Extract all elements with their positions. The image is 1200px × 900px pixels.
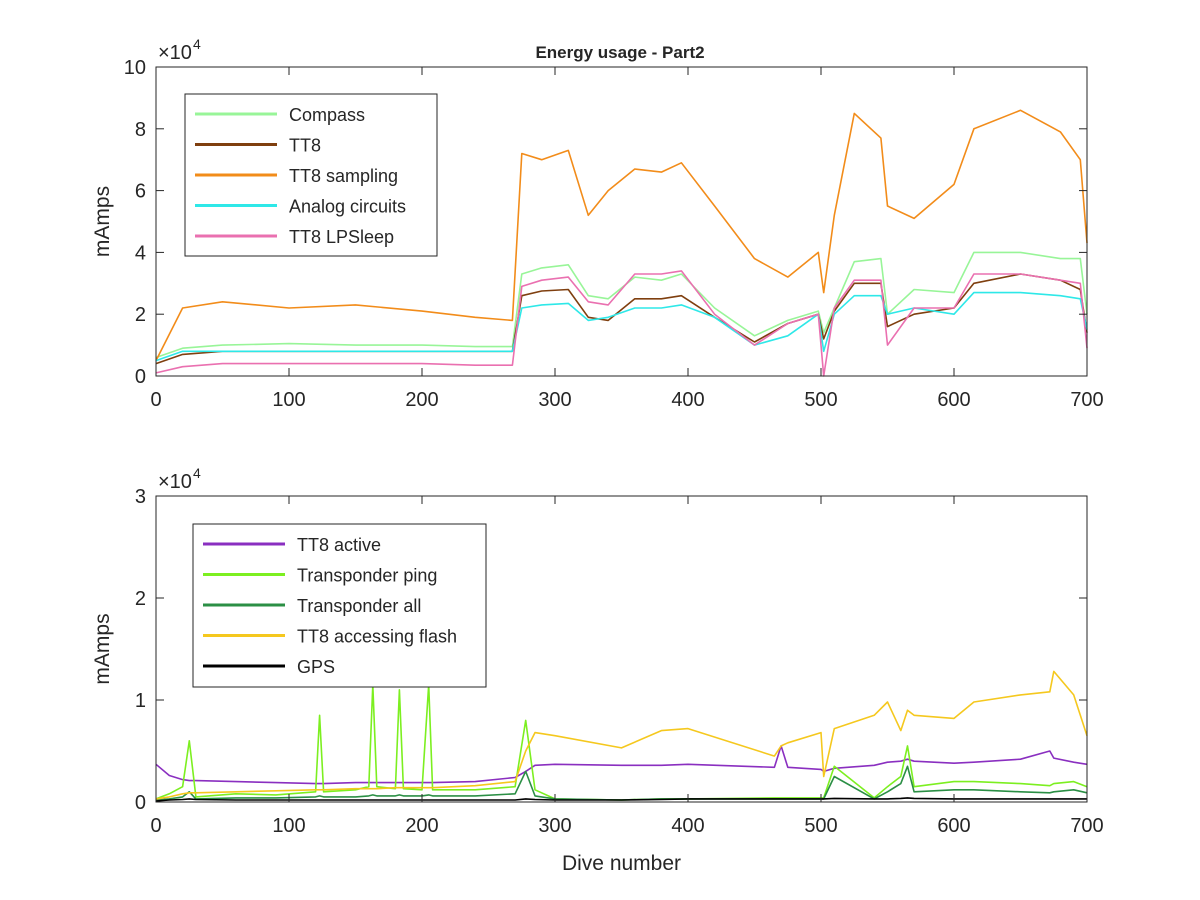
series-line-0	[155, 251, 1088, 359]
bottom-axes: 0 100 200 300 400 500 600 700 0 1 2 3 ×10 4 mAmps Dive …	[91, 465, 1104, 875]
legend-entry: GPS	[297, 657, 335, 677]
x-tick-label: 200	[405, 815, 438, 837]
y-tick-label: 6	[135, 181, 146, 203]
y-tick-label: 1	[135, 690, 146, 712]
legend-entry: TT8 sampling	[289, 166, 398, 186]
x-tick-label: 100	[272, 389, 305, 411]
y-exponent-power: 4	[193, 36, 201, 52]
y-tick-label: 8	[135, 119, 146, 141]
legend-entry: Analog circuits	[289, 197, 406, 217]
y-tick-label: 0	[135, 366, 146, 388]
legend-entry: Transponder all	[297, 596, 421, 616]
legend-entry: Compass	[289, 105, 365, 125]
series-line-4	[155, 270, 1088, 377]
axes-frame	[155, 495, 1088, 803]
x-tick-label: 500	[804, 389, 837, 411]
legend-entry: TT8 active	[297, 535, 381, 555]
x-tick-label: 200	[405, 389, 438, 411]
x-tick-label: 400	[671, 815, 704, 837]
series-line-2	[155, 109, 1088, 361]
figure-title: Energy usage - Part2	[535, 43, 704, 62]
y-tick-label: 10	[124, 57, 146, 79]
y-axis-label: mAmps	[91, 186, 114, 257]
series-line-4	[155, 797, 1087, 802]
series-line-1	[155, 683, 1088, 801]
y-tick-label: 4	[135, 242, 146, 264]
series-line-2	[155, 765, 1088, 801]
series-line-3	[155, 291, 1088, 362]
y-tick-label: 2	[135, 588, 146, 610]
x-tick-label: 500	[804, 815, 837, 837]
x-tick-label: 0	[150, 815, 161, 837]
x-tick-label: 700	[1070, 815, 1103, 837]
legend-entry: TT8 LPSleep	[289, 227, 394, 247]
x-tick-label: 600	[937, 815, 970, 837]
x-tick-label: 300	[538, 815, 571, 837]
x-axis-label: Dive number	[562, 852, 681, 875]
y-axis-label: mAmps	[91, 613, 114, 684]
legend-entry: TT8 accessing flash	[297, 627, 457, 647]
series-line-0	[155, 745, 1088, 785]
x-tick-label: 300	[538, 389, 571, 411]
y-tick-label: 3	[135, 486, 146, 508]
x-tick-label: 700	[1070, 389, 1103, 411]
legend-entry: TT8	[289, 136, 321, 156]
y-tick-label: 2	[135, 304, 146, 326]
x-tick-label: 600	[937, 389, 970, 411]
series-line-3	[155, 670, 1088, 800]
y-exponent-label: ×10	[158, 42, 192, 64]
y-exponent-label: ×10	[158, 471, 192, 493]
legend-entry: Transponder ping	[297, 566, 437, 586]
x-tick-label: 0	[150, 389, 161, 411]
y-exponent-power: 4	[193, 465, 201, 481]
x-tick-label: 100	[272, 815, 305, 837]
axes-frame	[155, 66, 1088, 377]
y-tick-label: 0	[135, 792, 146, 814]
x-tick-label: 400	[671, 389, 704, 411]
